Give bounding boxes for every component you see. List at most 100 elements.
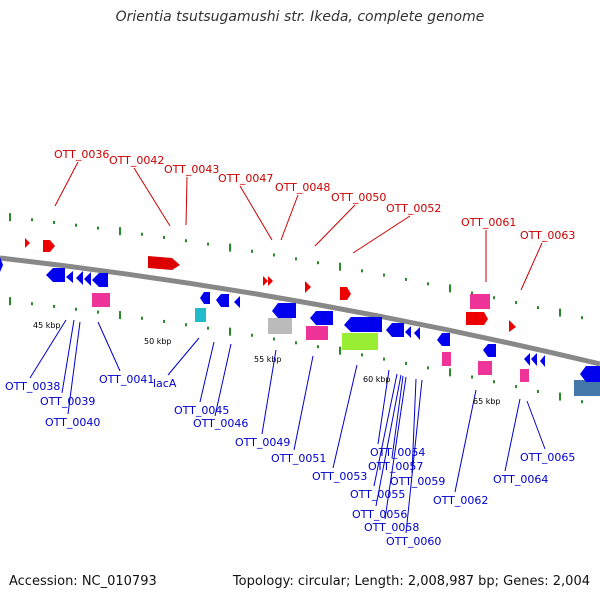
gene-label-reverse[interactable]: OTT_0053 bbox=[312, 470, 367, 483]
gene-label-forward[interactable]: OTT_0063 bbox=[520, 229, 575, 242]
tick-mark bbox=[119, 311, 121, 320]
gene-arrow-forward[interactable] bbox=[466, 312, 488, 325]
gene-arrow-forward[interactable] bbox=[148, 256, 180, 270]
gene-arrow-forward[interactable] bbox=[509, 320, 516, 332]
gene-arrow-reverse[interactable] bbox=[524, 353, 530, 366]
gene-label-reverse[interactable]: OTT_0057 bbox=[368, 460, 423, 473]
tick-mark bbox=[449, 284, 451, 293]
leader-line-reverse bbox=[375, 374, 402, 507]
gene-arrow-reverse[interactable] bbox=[234, 296, 240, 308]
gene-label-reverse[interactable]: OTT_0062 bbox=[433, 494, 488, 507]
gene-label-forward[interactable]: OTT_0052 bbox=[386, 202, 441, 215]
leader-line-reverse bbox=[504, 398, 521, 472]
gene-label-reverse[interactable]: OTT_0056 bbox=[352, 508, 407, 521]
gene-box[interactable] bbox=[92, 293, 110, 307]
gene-label-forward[interactable]: OTT_0043 bbox=[164, 163, 219, 176]
gene-label-reverse[interactable]: OTT_0060 bbox=[386, 535, 441, 548]
leader-line-reverse bbox=[332, 364, 358, 469]
tick-mark bbox=[405, 277, 407, 281]
tick-mark bbox=[317, 345, 319, 349]
gene-label-reverse[interactable]: OTT_0041 bbox=[99, 373, 154, 386]
gene-label-reverse[interactable]: OTT_0046 bbox=[193, 417, 248, 430]
gene-arrow-reverse[interactable] bbox=[272, 303, 296, 318]
gene-arrow-forward[interactable] bbox=[43, 240, 55, 252]
gene-label-reverse[interactable]: OTT_0051 bbox=[271, 452, 326, 465]
leader-line-reverse bbox=[293, 355, 314, 451]
tick-mark bbox=[493, 296, 495, 300]
gene-label-reverse[interactable]: OTT_0065 bbox=[520, 451, 575, 464]
gene-box[interactable] bbox=[195, 308, 206, 322]
leader-line-reverse bbox=[384, 376, 407, 520]
gene-arrow-reverse[interactable] bbox=[310, 311, 333, 325]
gene-label-forward[interactable]: OTT_0050 bbox=[331, 191, 386, 204]
tick-mark bbox=[207, 242, 209, 246]
gene-arrow-reverse[interactable] bbox=[531, 353, 537, 366]
gene-arrow-reverse[interactable] bbox=[200, 292, 210, 304]
gene-box[interactable] bbox=[342, 333, 378, 350]
gene-arrow-reverse[interactable] bbox=[46, 268, 65, 282]
gene-arrow-reverse[interactable] bbox=[414, 327, 420, 340]
gene-box[interactable] bbox=[470, 294, 490, 309]
gene-label-forward[interactable]: OTT_0042 bbox=[109, 154, 164, 167]
gene-arrow-reverse[interactable] bbox=[92, 273, 108, 287]
gene-box[interactable] bbox=[268, 318, 292, 334]
leader-line-forward bbox=[352, 215, 411, 254]
leader-line-reverse bbox=[67, 321, 81, 415]
gene-label-forward[interactable]: OTT_0048 bbox=[275, 181, 330, 194]
tick-mark bbox=[31, 218, 33, 222]
gene-arrow-reverse[interactable] bbox=[216, 294, 229, 307]
tick-mark bbox=[581, 400, 583, 404]
tick-mark bbox=[251, 333, 253, 337]
gene-arrow-reverse[interactable] bbox=[437, 333, 450, 346]
tick-mark bbox=[559, 392, 561, 401]
gene-label-forward[interactable]: OTT_0036 bbox=[54, 148, 109, 161]
gene-arrow-forward[interactable] bbox=[268, 276, 273, 286]
gene-label-reverse[interactable]: OTT_0039 bbox=[40, 395, 95, 408]
gene-label-forward[interactable]: OTT_0061 bbox=[461, 216, 516, 229]
tick-mark bbox=[119, 227, 121, 236]
gene-box[interactable] bbox=[574, 380, 600, 396]
gene-arrow-reverse[interactable] bbox=[580, 366, 600, 382]
leader-line-reverse bbox=[97, 321, 121, 372]
gene-arrow-reverse[interactable] bbox=[405, 326, 411, 338]
tick-mark bbox=[9, 297, 11, 306]
leader-line-forward bbox=[520, 242, 543, 291]
gene-arrow-reverse[interactable] bbox=[0, 257, 3, 272]
gene-label-reverse[interactable]: OTT_0045 bbox=[174, 404, 229, 417]
gene-label-reverse[interactable]: lacA bbox=[153, 377, 177, 390]
gene-label-reverse[interactable]: OTT_0055 bbox=[350, 488, 405, 501]
gene-arrow-forward[interactable] bbox=[25, 238, 30, 248]
tick-mark bbox=[427, 282, 429, 286]
tick-mark bbox=[427, 366, 429, 370]
gene-box[interactable] bbox=[520, 369, 529, 382]
gene-label-reverse[interactable]: OTT_0040 bbox=[45, 416, 100, 429]
leader-line-reverse bbox=[526, 400, 546, 450]
gene-arrow-forward[interactable] bbox=[263, 276, 268, 286]
scale-label: 55 kbp bbox=[254, 355, 282, 364]
gene-arrow-reverse[interactable] bbox=[540, 355, 545, 367]
gene-label-reverse[interactable]: OTT_0038 bbox=[5, 380, 60, 393]
tick-mark bbox=[537, 390, 539, 394]
gene-box[interactable] bbox=[478, 361, 492, 375]
leader-line-forward bbox=[280, 194, 299, 241]
gene-arrow-reverse[interactable] bbox=[84, 272, 91, 286]
gene-arrow-reverse[interactable] bbox=[66, 271, 73, 283]
gene-arrow-reverse[interactable] bbox=[76, 271, 83, 285]
tick-mark bbox=[361, 353, 363, 357]
tick-mark bbox=[383, 357, 385, 361]
gene-arrow-reverse[interactable] bbox=[483, 344, 496, 357]
tick-mark bbox=[273, 337, 275, 341]
gene-arrow-forward[interactable] bbox=[305, 281, 311, 293]
gene-box[interactable] bbox=[306, 326, 328, 340]
gene-arrow-reverse[interactable] bbox=[344, 317, 382, 332]
gene-arrow-reverse[interactable] bbox=[386, 323, 404, 337]
gene-label-reverse[interactable]: OTT_0049 bbox=[235, 436, 290, 449]
leader-line-reverse bbox=[61, 319, 75, 394]
gene-label-reverse[interactable]: OTT_0059 bbox=[390, 475, 445, 488]
gene-arrow-forward[interactable] bbox=[340, 287, 351, 300]
gene-label-reverse[interactable]: OTT_0064 bbox=[493, 473, 548, 486]
gene-label-reverse[interactable]: OTT_0058 bbox=[364, 521, 419, 534]
gene-label-forward[interactable]: OTT_0047 bbox=[218, 172, 273, 185]
gene-box[interactable] bbox=[442, 352, 451, 366]
gene-label-reverse[interactable]: OTT_0054 bbox=[370, 446, 425, 459]
